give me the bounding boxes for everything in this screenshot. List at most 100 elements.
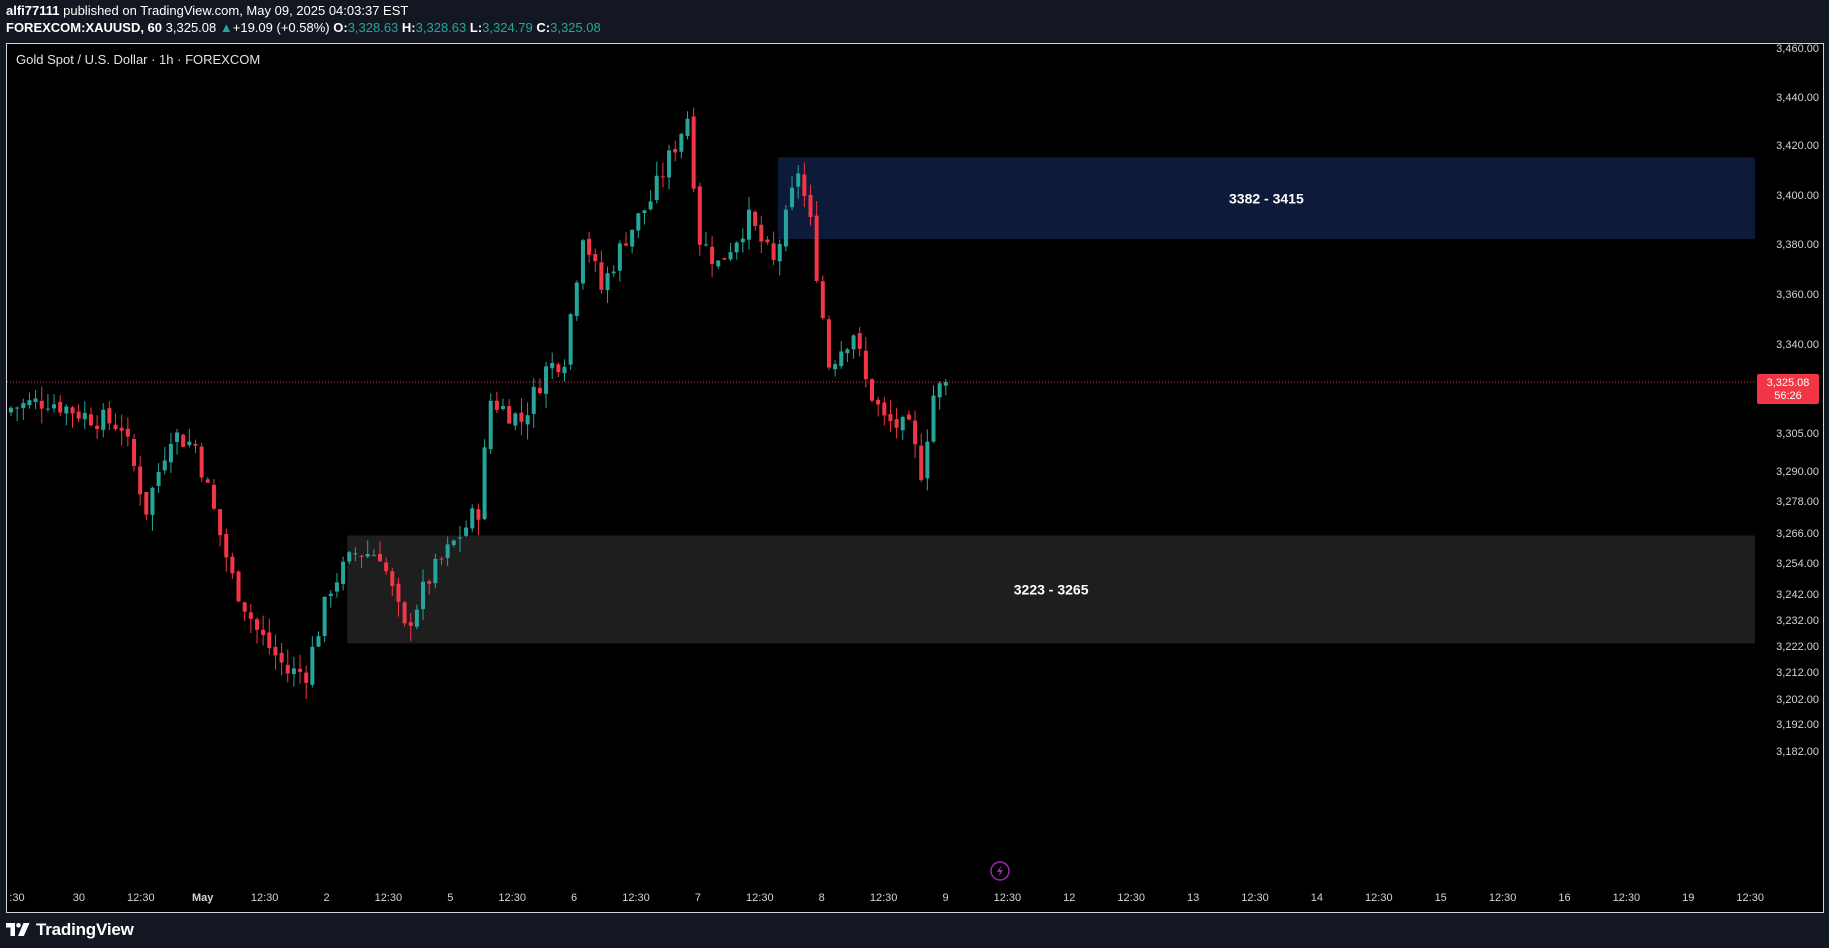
candle-body[interactable]	[408, 622, 413, 626]
candle-body[interactable]	[900, 416, 905, 431]
candle-body[interactable]	[556, 364, 561, 373]
candle-body[interactable]	[710, 246, 715, 264]
candle-body[interactable]	[624, 243, 628, 246]
candle-body[interactable]	[673, 149, 678, 153]
tradingview-logo[interactable]: TradingView	[6, 918, 134, 942]
candle-body[interactable]	[119, 427, 124, 431]
candle-body[interactable]	[747, 209, 751, 240]
candle-body[interactable]	[513, 413, 518, 426]
candle-body[interactable]	[777, 244, 782, 262]
candle-body[interactable]	[359, 555, 364, 557]
candle-body[interactable]	[384, 562, 389, 572]
candle-body[interactable]	[845, 349, 850, 354]
candle-body[interactable]	[433, 558, 438, 584]
candle-body[interactable]	[783, 209, 788, 247]
candle-body[interactable]	[870, 379, 874, 401]
candle-body[interactable]	[341, 561, 346, 585]
candle-body[interactable]	[236, 571, 241, 602]
candle-body[interactable]	[15, 407, 20, 409]
candle-body[interactable]	[33, 398, 38, 402]
candle-body[interactable]	[691, 116, 696, 189]
candle-body[interactable]	[574, 282, 579, 316]
candle-body[interactable]	[587, 238, 592, 255]
candle-body[interactable]	[630, 229, 635, 247]
candle-body[interactable]	[488, 400, 493, 450]
candle-body[interactable]	[464, 527, 469, 536]
candle-body[interactable]	[839, 351, 844, 367]
candle-body[interactable]	[857, 333, 862, 349]
candle-body[interactable]	[181, 434, 186, 447]
candle-body[interactable]	[531, 386, 536, 414]
candle-body[interactable]	[107, 408, 112, 424]
demand-zone[interactable]	[347, 535, 1755, 644]
candle-body[interactable]	[199, 446, 204, 478]
candle-body[interactable]	[21, 402, 26, 409]
candle-body[interactable]	[642, 210, 647, 214]
candle-body[interactable]	[703, 244, 708, 246]
candle-body[interactable]	[796, 173, 801, 187]
candle-body[interactable]	[39, 400, 44, 409]
candle-body[interactable]	[919, 445, 924, 481]
candle-body[interactable]	[156, 471, 161, 486]
candle-body[interactable]	[45, 408, 50, 410]
candle-body[interactable]	[187, 441, 192, 446]
candle-body[interactable]	[722, 258, 727, 260]
candle-body[interactable]	[193, 443, 198, 446]
candle-body[interactable]	[814, 215, 819, 281]
candle-body[interactable]	[365, 553, 370, 557]
chart-pane[interactable]: 3382 - 3415 3223 - 3265 3,325.08 56:26 3,4…	[6, 43, 1824, 913]
candle-body[interactable]	[851, 335, 856, 350]
candle-body[interactable]	[759, 224, 764, 242]
candle-body[interactable]	[617, 243, 622, 271]
candle-body[interactable]	[654, 175, 659, 201]
candle-body[interactable]	[519, 412, 524, 422]
candle-body[interactable]	[310, 646, 315, 685]
candle-body[interactable]	[808, 194, 813, 218]
candle-body[interactable]	[273, 646, 278, 656]
supply-zone[interactable]	[777, 157, 1755, 240]
candle-body[interactable]	[421, 581, 426, 610]
candle-body[interactable]	[697, 186, 702, 245]
candle-body[interactable]	[876, 399, 881, 405]
candle-body[interactable]	[242, 602, 247, 612]
candle-body[interactable]	[402, 602, 407, 624]
candle-body[interactable]	[439, 558, 444, 560]
candle-body[interactable]	[771, 243, 776, 261]
candle-body[interactable]	[291, 668, 296, 675]
candle-body[interactable]	[943, 381, 948, 386]
candle-body[interactable]	[501, 406, 505, 410]
candle-body[interactable]	[605, 273, 610, 291]
events-lightning-icon[interactable]	[990, 861, 1010, 881]
candle-body[interactable]	[457, 537, 462, 539]
candle-body[interactable]	[931, 395, 936, 442]
candle-body[interactable]	[470, 508, 475, 529]
candle-body[interactable]	[230, 556, 235, 574]
candle-body[interactable]	[445, 544, 450, 559]
candle-body[interactable]	[64, 406, 69, 414]
candle-body[interactable]	[802, 174, 807, 197]
author-name[interactable]: alfi77111	[6, 3, 60, 18]
candle-body[interactable]	[144, 492, 149, 515]
candle-body[interactable]	[925, 441, 930, 479]
candle-body[interactable]	[9, 407, 13, 413]
candle-body[interactable]	[568, 314, 573, 365]
candle-body[interactable]	[162, 460, 167, 471]
candle-body[interactable]	[95, 425, 100, 429]
candle-body[interactable]	[882, 402, 887, 416]
candle-body[interactable]	[138, 466, 143, 495]
candle-body[interactable]	[70, 407, 75, 414]
candle-body[interactable]	[826, 319, 831, 368]
candle-body[interactable]	[599, 262, 604, 290]
candle-body[interactable]	[537, 387, 542, 394]
candle-body[interactable]	[679, 133, 684, 152]
candle-body[interactable]	[494, 400, 499, 410]
candle-body[interactable]	[937, 383, 942, 398]
candle-body[interactable]	[378, 553, 382, 562]
candle-body[interactable]	[371, 555, 376, 557]
candle-body[interactable]	[150, 487, 155, 515]
candle-body[interactable]	[894, 419, 899, 428]
candle-body[interactable]	[580, 240, 585, 284]
candle-body[interactable]	[544, 366, 549, 394]
candle-body[interactable]	[863, 350, 868, 380]
